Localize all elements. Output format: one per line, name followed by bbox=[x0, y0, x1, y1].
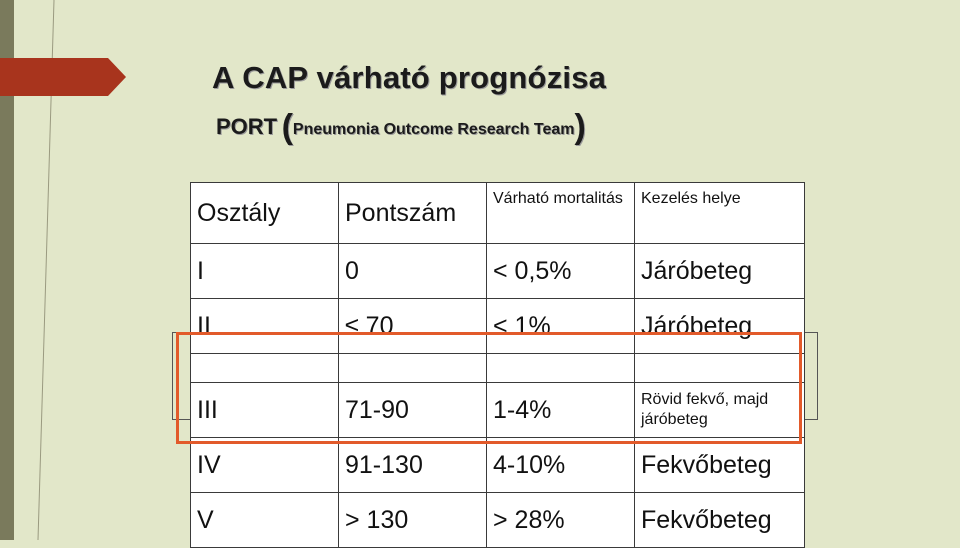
table-cell bbox=[486, 353, 635, 383]
table-row: I 0 < 0,5% Járóbeteg bbox=[190, 243, 805, 299]
table-cell: V bbox=[190, 492, 339, 548]
table-cell: I bbox=[190, 243, 339, 299]
table-cell: < 1% bbox=[486, 298, 635, 354]
table-cell: Rövid fekvő, majd járóbeteg bbox=[634, 382, 805, 438]
slide-subtitle: PORT (Pneumonia Outcome Research Team) bbox=[216, 108, 586, 147]
table-cell: 4-10% bbox=[486, 437, 635, 493]
slide-title: A CAP várható prognózisa bbox=[212, 60, 607, 95]
table-cell: III bbox=[190, 382, 339, 438]
table-cell: < 0,5% bbox=[486, 243, 635, 299]
table-header-row: Osztály Pontszám Várható mortalitás Keze… bbox=[190, 182, 805, 244]
table-cell: Fekvőbeteg bbox=[634, 492, 805, 548]
table-row: IV 91-130 4-10% Fekvőbeteg bbox=[190, 437, 805, 493]
table-row: V > 130 > 28% Fekvőbeteg bbox=[190, 492, 805, 548]
table-cell: Járóbeteg bbox=[634, 298, 805, 354]
table-cell: > 130 bbox=[338, 492, 487, 548]
header-cell-treatment: Kezelés helye bbox=[634, 182, 805, 244]
header-cell-mortality: Várható mortalitás bbox=[486, 182, 635, 244]
table-cell: Járóbeteg bbox=[634, 243, 805, 299]
left-decorative-strip bbox=[0, 0, 14, 540]
port-score-table: Osztály Pontszám Várható mortalitás Keze… bbox=[190, 182, 805, 548]
table-row-highlighted: III 71-90 1-4% Rövid fekvő, majd járóbet… bbox=[190, 382, 805, 438]
table-cell: Fekvőbeteg bbox=[634, 437, 805, 493]
highlight-box bbox=[176, 332, 802, 444]
table-cell bbox=[634, 353, 805, 383]
header-cell-score: Pontszám bbox=[338, 182, 487, 244]
subtitle-acronym: PORT bbox=[216, 114, 278, 139]
table-cell: > 28% bbox=[486, 492, 635, 548]
title-arrow-shape bbox=[0, 58, 126, 96]
table-row-empty bbox=[190, 353, 805, 383]
table-cell: 91-130 bbox=[338, 437, 487, 493]
table-cell: 0 bbox=[338, 243, 487, 299]
close-paren: ) bbox=[574, 108, 586, 146]
subtitle-full-name: Pneumonia Outcome Research Team bbox=[292, 121, 575, 138]
table-row: II ≤ 70 < 1% Járóbeteg bbox=[190, 298, 805, 354]
open-paren: ( bbox=[281, 108, 293, 146]
table-cell: 1-4% bbox=[486, 382, 635, 438]
header-cell-class: Osztály bbox=[190, 182, 339, 244]
table-cell: 71-90 bbox=[338, 382, 487, 438]
table-cell: IV bbox=[190, 437, 339, 493]
